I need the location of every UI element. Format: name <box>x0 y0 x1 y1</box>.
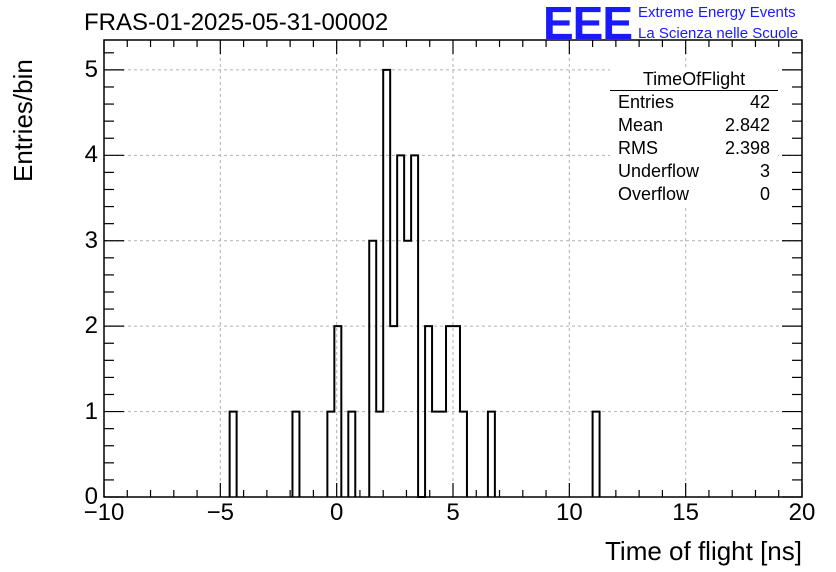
stats-box: TimeOfFlight Entries 42 Mean 2.842 RMS 2… <box>610 68 778 206</box>
brand-line-1: Extreme Energy Events <box>638 4 796 21</box>
histogram-bin <box>411 155 418 497</box>
histogram-bin <box>439 412 446 497</box>
histogram-bin <box>488 412 495 497</box>
histogram-bin <box>383 70 390 497</box>
stats-row-mean: Mean 2.842 <box>610 114 778 137</box>
histogram-bin <box>397 155 404 497</box>
y-tick-label: 5 <box>84 55 98 83</box>
stats-label: Overflow <box>618 184 690 204</box>
plot-frame <box>103 39 803 498</box>
histogram-bin <box>453 326 460 497</box>
histogram-bin <box>460 412 467 497</box>
histogram-bin <box>369 241 376 497</box>
histogram-bin <box>348 412 355 497</box>
x-tick-label: 20 <box>788 499 816 526</box>
y-tick-label: 2 <box>84 312 98 340</box>
stats-row-rms: RMS 2.398 <box>610 137 778 160</box>
x-tick-label: 10 <box>555 499 583 526</box>
histogram-bin <box>292 412 299 497</box>
stats-value: 2.842 <box>724 115 770 135</box>
stats-label: Mean <box>618 115 664 135</box>
y-tick-label: 4 <box>84 141 98 169</box>
histogram-bin <box>376 412 383 497</box>
histogram-bin <box>404 241 411 497</box>
stats-value: 3 <box>759 161 770 181</box>
stats-row-underflow: Underflow 3 <box>610 160 778 183</box>
y-tick-label: 3 <box>84 226 98 254</box>
histogram-bin <box>425 326 432 497</box>
axis-ticks <box>103 40 803 498</box>
histogram-bin <box>446 326 453 497</box>
brand-line-2: La Scienza nelle Scuole <box>638 25 799 42</box>
stats-label: RMS <box>618 138 658 158</box>
histogram-bin <box>334 326 341 497</box>
x-tick-label: −5 <box>206 499 235 526</box>
stats-row-entries: Entries 42 <box>610 91 778 114</box>
y-tick-label: 0 <box>84 483 98 510</box>
x-tick-label: 0 <box>329 499 344 526</box>
histogram-bin <box>390 326 397 497</box>
stats-value: 2.398 <box>724 138 770 158</box>
x-tick-label: −10 <box>83 499 125 526</box>
stats-value: 42 <box>749 92 770 112</box>
histogram-bin <box>593 412 600 497</box>
histogram-bin <box>327 412 334 497</box>
stats-title: TimeOfFlight <box>610 68 778 91</box>
stats-label: Underflow <box>618 161 700 181</box>
stats-label: Entries <box>618 92 675 112</box>
stats-value: 0 <box>759 184 770 204</box>
histogram-outline <box>228 68 601 498</box>
x-tick-label: 5 <box>446 499 460 526</box>
stats-row-overflow: Overflow 0 <box>610 183 778 206</box>
x-tick-label: 15 <box>672 499 700 526</box>
page-title: FRAS-01-2025-05-31-00002 <box>84 9 389 36</box>
y-axis-label: Entries/bin <box>8 59 38 182</box>
eee-logo: EEE <box>543 0 633 49</box>
y-tick-label: 1 <box>84 397 98 425</box>
histogram-bin <box>432 412 439 497</box>
x-axis-label: Time of flight [ns] <box>605 536 802 566</box>
histogram-bin <box>230 412 237 497</box>
